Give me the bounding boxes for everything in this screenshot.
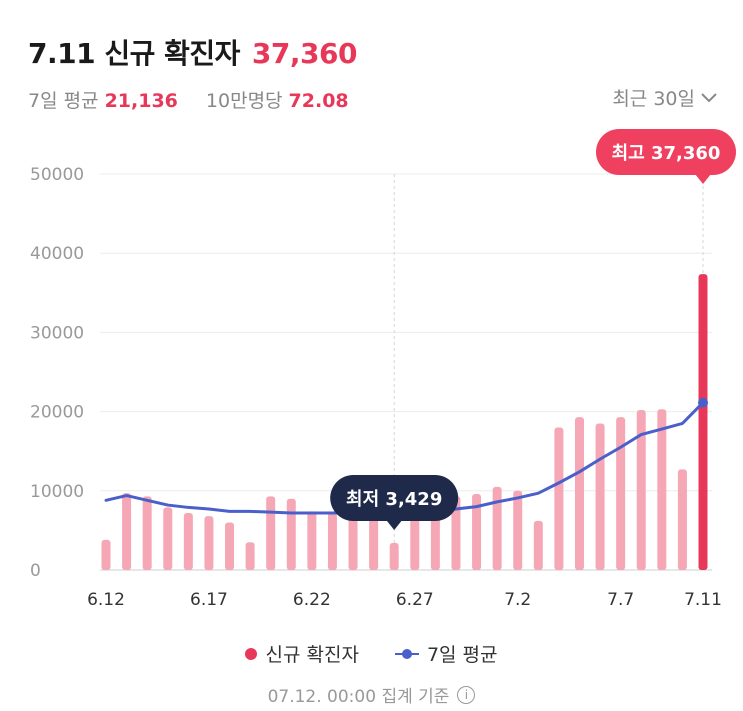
chevron-down-icon: [701, 92, 717, 103]
bar-7.9: [657, 409, 667, 570]
x-tick-label: 7.2: [504, 590, 531, 610]
max-tooltip-arrow: [695, 174, 711, 184]
min-tooltip: 최저 3,429: [330, 475, 459, 530]
bar-6.22: [307, 511, 317, 570]
legend-line-icon: [394, 648, 419, 660]
bar-7.11: [698, 274, 708, 570]
bar-6.13: [122, 493, 132, 570]
min-tooltip-text: 최저 3,429: [346, 489, 442, 510]
bar-6.15: [163, 507, 173, 570]
y-tick-label: 30000: [30, 323, 84, 343]
bar-6.24: [348, 514, 358, 570]
legend-item-average[interactable]: 7일 평균: [394, 640, 498, 667]
bar-6.14: [142, 496, 152, 570]
average-last-point: [698, 397, 708, 408]
legend-label-average: 7일 평균: [426, 644, 498, 666]
y-tick-label: 0: [30, 561, 41, 581]
bar-7.1: [492, 486, 502, 570]
y-tick-label: 40000: [30, 244, 84, 264]
bar-7.6: [595, 423, 605, 570]
legend-item-cases[interactable]: 신규 확진자: [245, 640, 359, 667]
page-title: 7.11 신규 확진자: [28, 37, 240, 70]
info-icon[interactable]: i: [457, 685, 476, 704]
legend-dot-icon: [245, 647, 258, 660]
title-row: 7.11 신규 확진자 37,360: [28, 32, 357, 72]
legend-label-cases: 신규 확진자: [265, 644, 359, 666]
footer-text: 07.12. 00:00 집계 기준: [267, 687, 450, 707]
x-tick-label: 6.12: [87, 590, 125, 610]
bar-6.17: [204, 516, 214, 570]
max-tooltip-text: 최고 37,360: [612, 143, 721, 164]
bar-6.12: [101, 539, 111, 570]
footer-note: 07.12. 00:00 집계 기준 i: [0, 682, 743, 707]
period-label: 최근 30일: [612, 88, 695, 110]
x-tick-label: 6.17: [190, 590, 228, 610]
x-tick-label: 6.22: [293, 590, 331, 610]
bar-6.16: [183, 512, 193, 570]
x-tick-label: 7.7: [607, 590, 634, 610]
period-select[interactable]: 최근 30일: [612, 84, 717, 111]
avg-value: 21,136: [104, 90, 178, 112]
y-tick-label: 10000: [30, 482, 84, 502]
bar-7.7: [616, 417, 626, 570]
chart-header: 7.11 신규 확진자 37,360: [28, 32, 357, 72]
avg-label: 7일 평균: [28, 90, 99, 112]
summary-row: 7일 평균 21,136 10만명당 72.08: [28, 86, 349, 113]
bar-6.23: [327, 512, 337, 570]
bar-6.21: [286, 498, 296, 570]
bar-7.3: [533, 520, 543, 570]
bar-7.8: [636, 410, 646, 570]
bar-7.4: [554, 427, 564, 570]
bar-6.18: [225, 522, 235, 570]
bar-6.30: [472, 493, 482, 570]
bar-6.26: [389, 542, 399, 570]
x-tick-label: 7.11: [684, 590, 722, 610]
bar-6.25: [369, 512, 379, 570]
per-100k-value: 72.08: [288, 90, 349, 112]
per-100k-label: 10만명당: [205, 90, 283, 112]
x-tick-label: 6.27: [396, 590, 434, 610]
bar-6.29: [451, 496, 461, 570]
y-tick-label: 20000: [30, 403, 84, 423]
min-tooltip-arrow: [386, 520, 403, 530]
today-cases-value: 37,360: [251, 37, 358, 70]
bar-6.19: [245, 542, 255, 570]
max-tooltip-bubble: [596, 129, 736, 175]
bar-6.20: [266, 496, 276, 570]
min-tooltip-bubble: [330, 475, 459, 521]
cases-chart: 0 10000 20000 30000 40000 50000 6.12 6.17 6.22 6.…: [30, 129, 736, 610]
y-tick-label: 50000: [30, 165, 84, 185]
bar-7.5: [574, 417, 584, 570]
chart-legend: 신규 확진자 7일 평균: [0, 640, 743, 667]
bar-7.2: [513, 490, 523, 570]
max-tooltip: 최고 37,360: [596, 129, 736, 184]
bar-7.10: [677, 469, 687, 570]
